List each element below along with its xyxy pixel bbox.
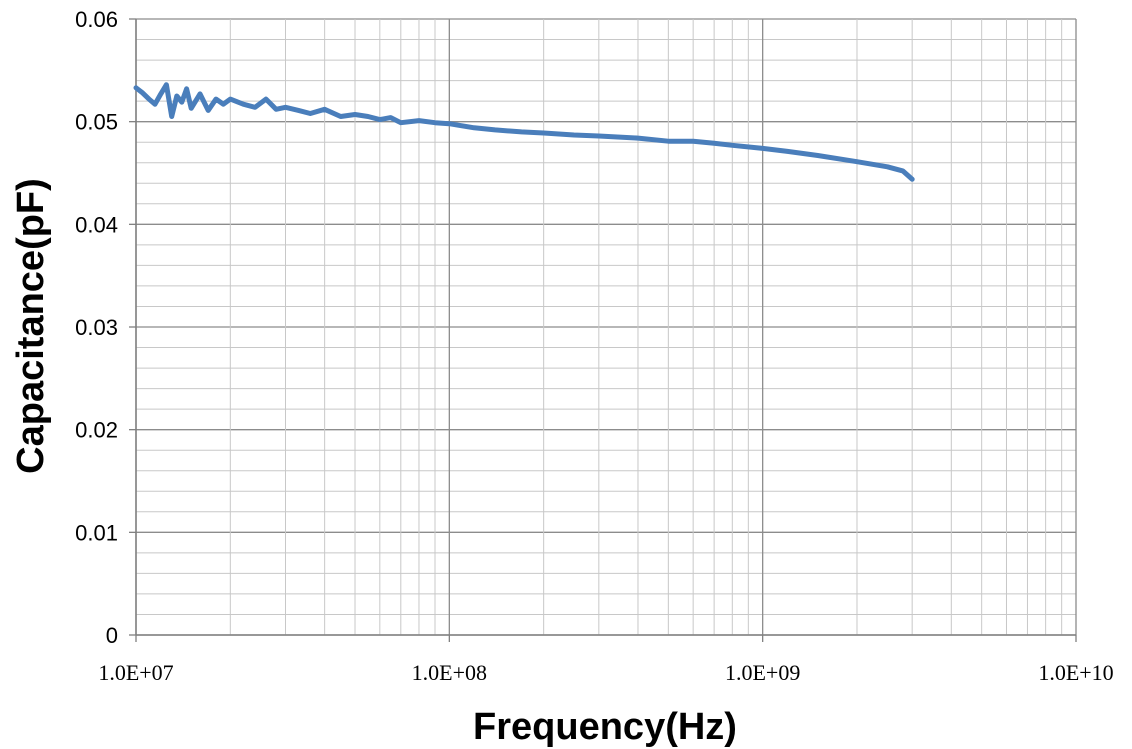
y-tick-label: 0.06 xyxy=(75,7,118,32)
y-tick-label: 0 xyxy=(106,623,118,648)
x-tick-label: 1.0E+08 xyxy=(412,660,487,685)
series-line xyxy=(133,82,915,182)
x-tick-label: 1.0E+09 xyxy=(725,660,800,685)
y-tick-label: 0.02 xyxy=(75,418,118,443)
y-tick-label: 0.05 xyxy=(75,110,118,135)
y-axis-ticks: 0 0.01 0.02 0.03 0.04 0.05 0.06 xyxy=(75,7,136,648)
y-tick-label: 0.04 xyxy=(75,212,118,237)
y-tick-label: 0.03 xyxy=(75,315,118,340)
x-tick-label: 1.0E+07 xyxy=(98,660,173,685)
series-group xyxy=(133,82,915,182)
y-tick-label: 0.01 xyxy=(75,520,118,545)
x-axis-title: Frequency(Hz) xyxy=(473,706,737,748)
x-tick-label: 1.0E+10 xyxy=(1038,660,1113,685)
x-axis-ticks: 1.0E+07 1.0E+08 1.0E+09 1.0E+10 xyxy=(98,635,1114,685)
grid xyxy=(135,18,1077,636)
y-axis-title: Capacitance(pF) xyxy=(10,178,52,474)
